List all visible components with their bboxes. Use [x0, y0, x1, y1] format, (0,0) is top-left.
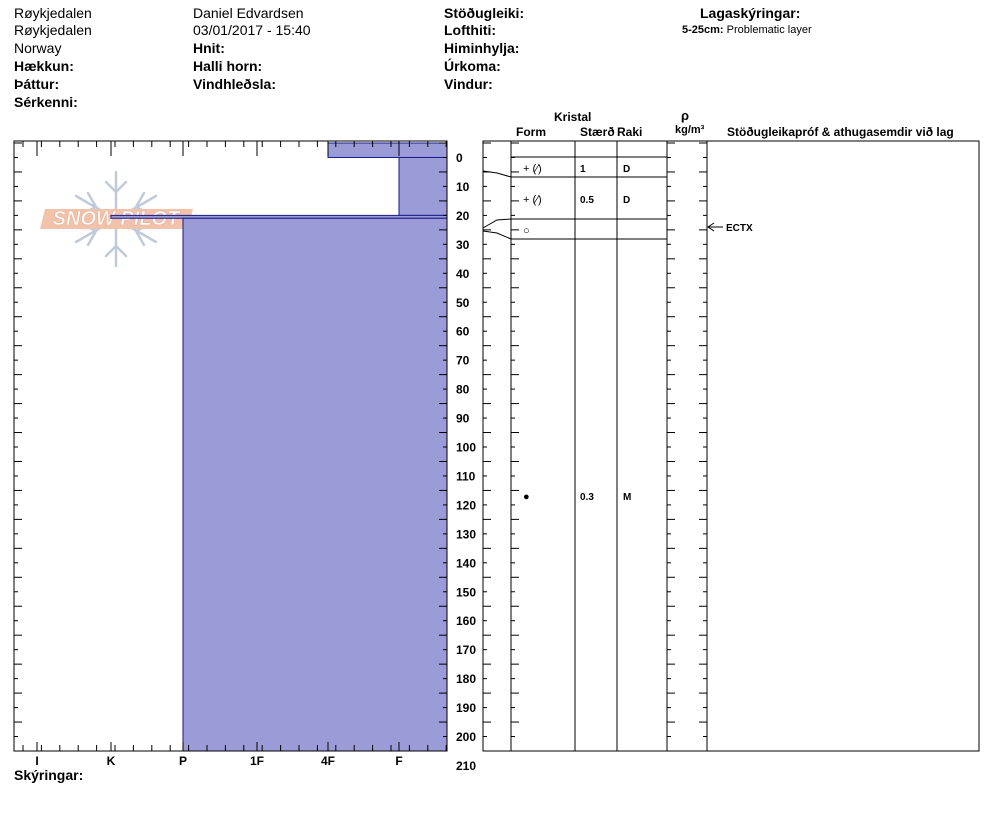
observation-datetime: 03/01/2017 - 15:40 — [193, 22, 311, 38]
grain-size: 1 — [580, 164, 586, 175]
grain-form: ● — [523, 491, 530, 503]
size-header: Stærð — [580, 125, 615, 139]
layer-rows: + (⁄) 1 D + (⁄) 0.5 D ○ ● 0.3 M — [482, 156, 667, 503]
crystal-header: Kristal — [554, 110, 592, 124]
depth-tick-label: 200 — [456, 730, 476, 744]
location-country: Norway — [14, 40, 62, 56]
hardness-bar — [182, 217, 448, 752]
hardness-bar — [398, 156, 448, 216]
depth-tick-label: 180 — [456, 672, 476, 686]
depth-tick-label: 110 — [456, 469, 476, 483]
moisture-value: M — [623, 492, 631, 503]
snowpilot-logo: SNOW PILOT — [40, 170, 193, 268]
depth-tick-label: 10 — [456, 180, 470, 194]
depth-tick-label: 20 — [456, 209, 470, 223]
table-row: ○ — [523, 225, 530, 237]
depth-tick-label: 160 — [456, 614, 476, 628]
table-row: ● 0.3 M — [523, 491, 631, 503]
grain-size: 0.3 — [580, 492, 594, 503]
grain-form: + (⁄) — [523, 194, 542, 206]
hardness-tick-label: 4F — [321, 754, 335, 768]
depth-tick-label: 170 — [456, 643, 476, 657]
depth-tick-label: 60 — [456, 325, 470, 339]
stability-test-marker: ECTX — [707, 222, 753, 234]
features-label: Sérkenni: — [14, 94, 78, 110]
layer-table-frame — [482, 140, 980, 752]
aspect-label: Þáttur: — [14, 76, 60, 92]
location-area: Røykjedalen — [14, 22, 92, 38]
hardness-tick-label: I — [35, 754, 38, 768]
layer-note-text: Problematic layer — [726, 24, 812, 36]
density-header: kg/m³ — [675, 124, 705, 136]
logo-banner — [40, 209, 193, 229]
form-header: Form — [516, 125, 546, 139]
depth-tick-label: 130 — [456, 527, 476, 541]
depth-ticks-left — [14, 142, 22, 752]
layer-connector — [482, 218, 512, 229]
layer-note: 5-25cm: Problematic layer — [682, 24, 812, 36]
depth-ticks-right — [439, 142, 447, 752]
hardness-tick-label: 1F — [250, 754, 264, 768]
depth-tick-label: 30 — [456, 238, 470, 252]
depth-tick-label: 100 — [456, 441, 476, 455]
hardness-chart-frame — [13, 140, 448, 752]
depth-tick-label: 190 — [456, 701, 476, 715]
depth-tick-label: 80 — [456, 383, 470, 397]
table-row: + (⁄) 0.5 D — [523, 194, 630, 206]
stability-label: Stöðugleiki: — [444, 5, 525, 21]
layer-note-depth: 5-25cm: — [682, 24, 724, 36]
hardness-axis: I K P 1F 4F F — [22, 141, 447, 768]
layer-connector — [482, 170, 512, 178]
logo-text: SNOW PILOT — [53, 208, 181, 230]
depth-axis: 0 10 20 30 40 50 60 70 80 90 100 110 120 130 140 150 160… — [456, 151, 476, 773]
footer-notes-label: Skýringar: — [14, 767, 84, 783]
depth-tick-label: 70 — [456, 354, 470, 368]
table-row: + (⁄) 1 D — [523, 163, 630, 175]
coordinates-label: Hnit: — [193, 40, 225, 56]
depth-tick-label: 90 — [456, 412, 470, 426]
moisture-value: D — [623, 164, 630, 175]
layer-connector — [482, 230, 512, 240]
depth-tick-label: 150 — [456, 585, 476, 599]
air-temp-label: Lofthiti: — [444, 22, 497, 38]
layer-notes-title: Lagaskýringar: — [700, 5, 801, 21]
grain-size: 0.5 — [580, 195, 594, 206]
precipitation-label: Úrkoma: — [444, 58, 501, 74]
hardness-tick-label: P — [179, 754, 187, 768]
arrow-left-icon — [707, 222, 715, 232]
depth-tick-label: 210 — [456, 759, 476, 773]
hardness-bar — [327, 142, 448, 158]
stability-header: Stöðugleikapróf & athugasemdir við lag — [727, 125, 954, 139]
grain-form: + (⁄) — [523, 163, 542, 175]
location-name: Røykjedalen — [14, 5, 92, 21]
wind-loading-label: Vindhleðsla: — [193, 76, 276, 92]
depth-tick-label: 0 — [456, 151, 463, 165]
hardness-tick-label: F — [395, 754, 402, 768]
rho-symbol: ρ — [681, 108, 690, 123]
observer-name: Daniel Edvardsen — [193, 5, 304, 21]
hardness-tick-label: K — [107, 754, 116, 768]
hardness-bars — [110, 142, 448, 752]
elevation-label: Hækkun: — [14, 58, 74, 74]
moisture-header: Raki — [617, 125, 643, 139]
grain-form: ○ — [523, 225, 530, 237]
depth-tick-label: 120 — [456, 498, 476, 512]
table-depth-ticks — [483, 142, 707, 752]
wind-label: Vindur: — [444, 76, 493, 92]
moisture-value: D — [623, 195, 630, 206]
depth-tick-label: 50 — [456, 296, 470, 310]
depth-tick-label: 140 — [456, 556, 476, 570]
slope-angle-label: Halli horn: — [193, 58, 263, 74]
depth-tick-label: 40 — [456, 267, 470, 281]
stability-test-label: ECTX — [726, 223, 753, 234]
sky-cover-label: Himinhylja: — [444, 40, 520, 56]
